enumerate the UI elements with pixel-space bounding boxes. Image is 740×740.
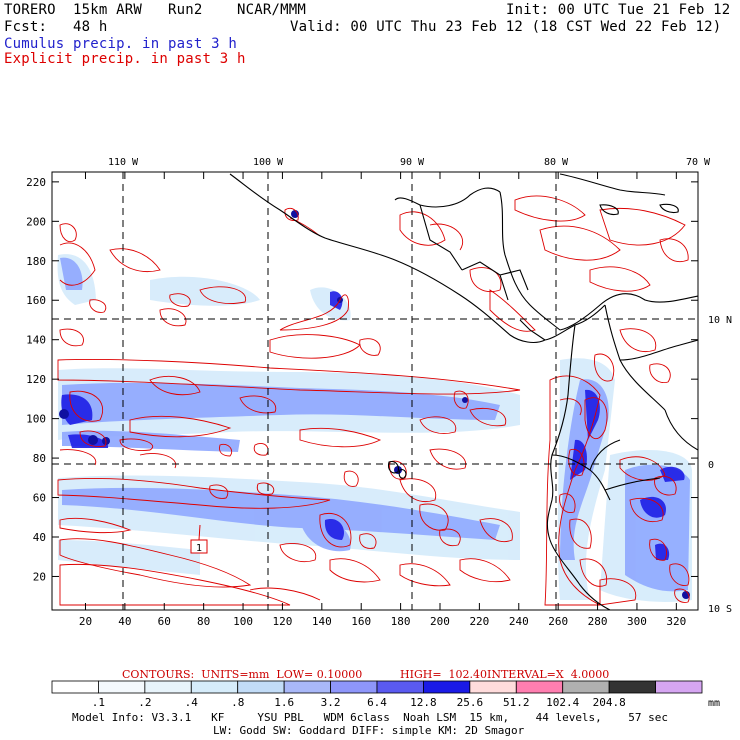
colorbar-label: 25.6	[457, 696, 484, 709]
lon-label-90w: 90 W	[400, 157, 425, 168]
x-tick-label: 320	[666, 615, 686, 628]
colorbar-swatch	[515, 680, 564, 694]
model-title: TORERO 15km ARW Run2 NCAR/MMM	[4, 2, 307, 18]
y-tick-label: 200	[26, 215, 46, 228]
x-tick-label: 260	[548, 615, 568, 628]
y-tick-label: 220	[26, 176, 46, 189]
contour-high: HIGH= 102.40	[400, 668, 488, 681]
colorbar-swatch	[655, 680, 703, 694]
x-tick-label: 280	[588, 615, 608, 628]
lon-label-110w: 110 W	[108, 157, 139, 168]
colorbar-swatch	[562, 680, 610, 694]
colorbar-swatch	[144, 680, 192, 694]
valid-time: Valid: 00 UTC Thu 23 Feb 12 (18 CST Wed …	[290, 19, 722, 35]
marker-label: 1	[196, 543, 202, 554]
colorbar-swatch	[190, 680, 239, 694]
x-tick-label: 140	[312, 615, 332, 628]
y-tick-label: 140	[26, 334, 46, 347]
x-tick-label: 180	[391, 615, 411, 628]
colorbar-label: 51.2	[503, 696, 530, 709]
lon-label-100w: 100 W	[253, 157, 284, 168]
colorbar-label: 204.8	[593, 696, 626, 709]
x-tick-label: 80	[197, 615, 210, 628]
x-tick-label: 120	[272, 615, 292, 628]
map-frame	[51, 171, 699, 611]
lon-label-80w: 80 W	[544, 157, 569, 168]
y-tick-label: 160	[26, 294, 46, 307]
colorbar-swatch	[376, 680, 424, 694]
colorbar-label: 3.2	[321, 696, 341, 709]
coastlines	[229, 173, 698, 610]
colorbar-label: .1	[92, 696, 105, 709]
colorbar-swatch	[469, 680, 517, 694]
y-tick-label: 40	[33, 531, 46, 544]
colorbar-label: .8	[231, 696, 244, 709]
forecast-hour: Fcst: 48 h	[4, 19, 108, 35]
lat-label-10s: 10 S	[708, 604, 732, 615]
colorbar-label: .4	[185, 696, 199, 709]
y-tick-label: 100	[26, 413, 46, 426]
colorbar-label: .2	[138, 696, 151, 709]
contour-info: CONTOURS: UNITS=mm LOW= 0.10000	[122, 668, 363, 681]
x-tick-label: 60	[158, 615, 171, 628]
lat-label-0: 0	[708, 460, 714, 471]
colorbar-swatch	[237, 680, 285, 694]
y-tick-label: 20	[33, 570, 46, 583]
colorbar-swatch	[283, 680, 331, 694]
explicit-contours	[57, 195, 690, 606]
colorbar-swatch	[330, 680, 378, 694]
colorbar-swatch	[98, 680, 146, 694]
y-tick-label: 60	[33, 492, 46, 505]
colorbar-label: 12.8	[410, 696, 437, 709]
x-tick-label: 40	[118, 615, 131, 628]
colorbar-swatch	[608, 680, 656, 694]
x-tick-label: 100	[233, 615, 253, 628]
legend-cumulus: Cumulus precip. in past 3 h	[4, 36, 237, 52]
colorbar-unit: mm	[708, 698, 720, 709]
x-tick-label: 20	[79, 615, 92, 628]
y-tick-label: 80	[33, 452, 46, 465]
colorbar-label: 102.4	[546, 696, 579, 709]
precip-field	[57, 173, 698, 610]
init-time: Init: 00 UTC Tue 21 Feb 12	[506, 2, 731, 18]
x-tick-label: 200	[430, 615, 450, 628]
colorbar	[51, 680, 703, 694]
x-tick-label: 160	[351, 615, 371, 628]
lat-lon-grid	[52, 172, 698, 610]
lon-label-70w: 70 W	[686, 157, 711, 168]
x-tick-label: 300	[627, 615, 647, 628]
y-tick-label: 180	[26, 255, 46, 268]
y-tick-label: 120	[26, 373, 46, 386]
colorbar-label: 1.6	[274, 696, 294, 709]
x-tick-label: 220	[469, 615, 489, 628]
legend-explicit: Explicit precip. in past 3 h	[4, 51, 246, 67]
x-tick-label: 240	[509, 615, 529, 628]
colorbar-label: 6.4	[367, 696, 387, 709]
colorbar-swatch	[51, 680, 99, 694]
model-physics: LW: Godd SW: Goddard DIFF: simple KM: 2D…	[213, 724, 525, 737]
colorbar-swatch	[423, 680, 471, 694]
contour-interval: INTERVAL=X 4.0000	[487, 668, 610, 681]
model-info: Model Info: V3.3.1 KF YSU PBL WDM 6class…	[72, 711, 669, 724]
lat-label-10n: 10 N	[708, 315, 732, 326]
